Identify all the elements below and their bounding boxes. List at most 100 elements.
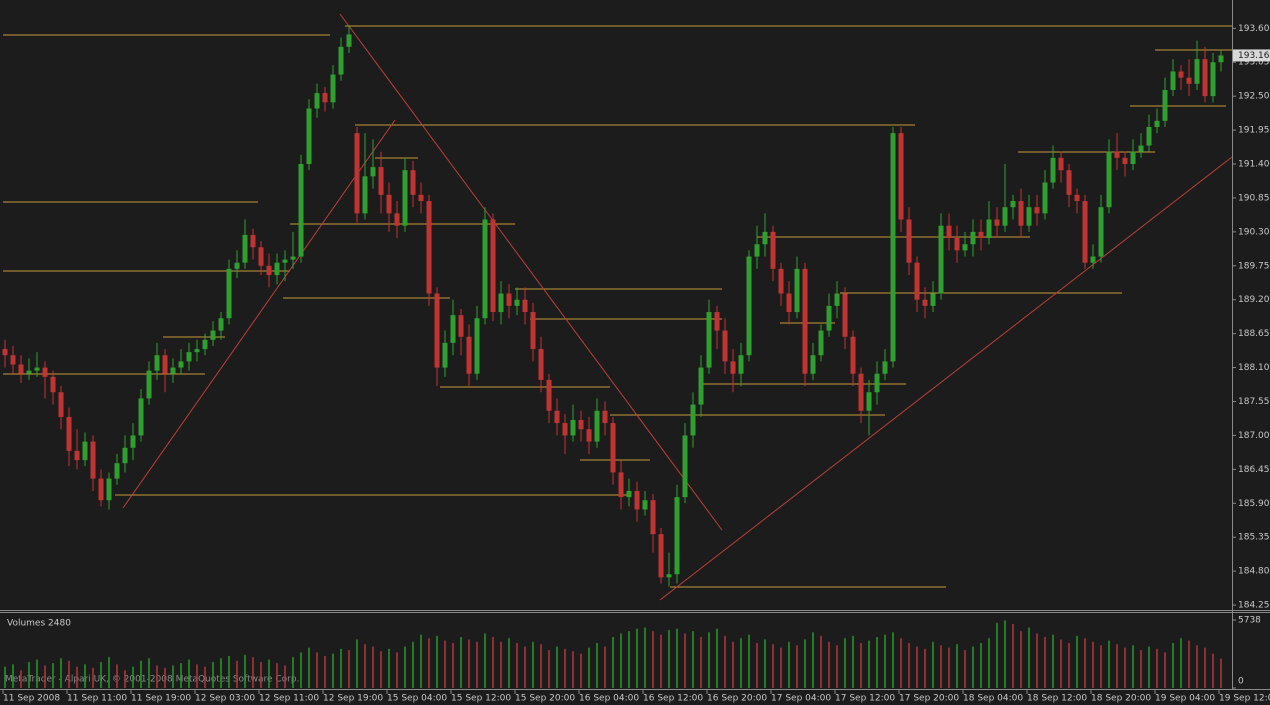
candle-body [106, 478, 112, 501]
candle-body [1170, 71, 1176, 90]
volume-bar [324, 656, 326, 688]
candle-body [218, 318, 224, 331]
candle-body [610, 423, 616, 473]
volume-bar [804, 639, 806, 688]
candle-body [778, 268, 784, 294]
volume-bar [412, 641, 414, 688]
x-tick-label: 16 Sep 04:00 [579, 694, 639, 704]
candle-body [234, 262, 240, 269]
candle-body [1162, 89, 1168, 121]
volume-bar [268, 659, 270, 688]
candle-body [722, 330, 728, 362]
candle-body [586, 429, 592, 442]
volume-bar [980, 642, 982, 688]
candle-body [442, 342, 448, 368]
volume-bar [524, 646, 526, 688]
volume-bar [988, 638, 990, 688]
candle-body [250, 234, 256, 248]
volume-bar [1164, 652, 1166, 688]
volume-bar [484, 633, 486, 688]
candle-body [562, 423, 568, 436]
candle-body [1002, 207, 1008, 226]
volume-bar [316, 652, 318, 688]
candle-body [642, 500, 648, 510]
candle-body [1050, 157, 1056, 183]
candle-body [1146, 126, 1152, 146]
x-tick-label: 17 Sep 12:00 [835, 694, 895, 704]
candle-body [226, 268, 232, 319]
candle-body [602, 410, 608, 424]
candle-body [370, 167, 376, 177]
candle-body [882, 361, 888, 374]
candle-body [378, 167, 384, 195]
candle-body [770, 231, 776, 269]
candle-body [1130, 151, 1136, 165]
x-tick-label: 16 Sep 12:00 [643, 694, 703, 704]
volume-bar [1108, 640, 1110, 688]
volume-bar [636, 628, 638, 688]
volume-bar [1036, 633, 1038, 688]
volume-bar [532, 641, 534, 688]
current-price-tag [1233, 49, 1270, 62]
volume-bar [124, 670, 126, 688]
candle-body [146, 370, 152, 399]
candle-body [682, 435, 688, 498]
candle-body [10, 355, 16, 365]
candle-body [338, 46, 344, 75]
x-tick-label: 12 Sep 19:00 [323, 694, 383, 704]
volume-bar [796, 645, 798, 688]
volume-bar [652, 631, 654, 688]
x-tick-label: 11 Sep 19:00 [131, 694, 191, 704]
volume-bar [716, 628, 718, 688]
y-tick-label: 188.10 [1238, 363, 1270, 373]
candle-body [762, 231, 768, 245]
volume-bar [596, 642, 598, 688]
volume-bar [420, 634, 422, 688]
candle-body [522, 299, 528, 313]
candle-body [530, 312, 536, 350]
candle-body [178, 361, 184, 368]
volume-bar [892, 632, 894, 688]
candle-body [1186, 77, 1192, 84]
x-tick-label: 17 Sep 04:00 [771, 694, 831, 704]
volume-bar [788, 641, 790, 688]
candle-body [794, 268, 800, 313]
candle-body [754, 244, 760, 257]
y-tick-label: 188.65 [1238, 329, 1270, 339]
volume-bar [780, 647, 782, 688]
volume-bar [572, 651, 574, 688]
volume-bar [444, 640, 446, 688]
y-tick-label: 191.40 [1238, 160, 1270, 170]
candle-body [154, 355, 160, 371]
candle-body [1178, 71, 1184, 78]
volume-bar [1028, 627, 1030, 688]
candle-body [994, 219, 1000, 226]
trend-line [659, 156, 1233, 601]
volume-bar [708, 632, 710, 688]
volume-bar [940, 645, 942, 688]
volume-bar [492, 637, 494, 688]
volume-bar [868, 640, 870, 688]
candle-body [354, 133, 360, 214]
volume-bar [828, 641, 830, 688]
candle-body [34, 367, 40, 371]
candle-body [1154, 120, 1160, 127]
candle-body [1042, 182, 1048, 214]
candle-body [426, 201, 432, 294]
candle-body [130, 435, 136, 448]
volume-bar [1220, 658, 1222, 688]
candle-body [818, 330, 824, 356]
candle-body [1122, 157, 1128, 165]
y-tick-label: 5738 [1238, 616, 1261, 626]
volume-bar [684, 633, 686, 688]
candle-body [1202, 59, 1208, 97]
volume-bar [428, 638, 430, 688]
volume-bar [260, 661, 262, 688]
volume-bar [196, 664, 198, 688]
y-tick-label: 189.75 [1238, 261, 1270, 271]
volume-bar [556, 646, 558, 688]
volume-bar [396, 652, 398, 688]
volume-bar [340, 648, 342, 688]
